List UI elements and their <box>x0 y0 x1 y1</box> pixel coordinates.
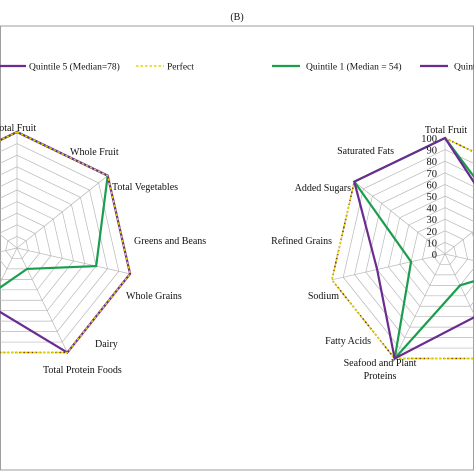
spoke-1 <box>16 175 108 249</box>
spoke-3 <box>444 253 474 316</box>
radial-tick-90: 90 <box>427 146 438 157</box>
spoke-3 <box>16 247 68 353</box>
radial-tick-30: 30 <box>427 215 438 226</box>
axis-label-6: Seafood and Plant Proteins <box>344 358 417 382</box>
legend-left: Quintile 5 (Median=78) Perfect <box>0 62 194 73</box>
grid-ring-80 <box>354 160 474 338</box>
legend-label-right-0: Quintile 1 (Median = 54) <box>306 62 402 73</box>
spoke-5 <box>331 253 446 281</box>
legend-label-right-1: Quintile 5 (Median=78) <box>454 62 474 73</box>
radial-tick-20: 20 <box>427 227 438 238</box>
panel-label: (B) <box>230 12 243 23</box>
axis-label-4: Sodium <box>308 291 339 302</box>
radial-tick-40: 40 <box>427 204 438 215</box>
series-quintile1 <box>0 130 109 289</box>
radial-tick-0: 0 <box>432 250 437 261</box>
grid-ring-50 <box>0 189 74 301</box>
axis-label-1: Saturated Fats <box>337 146 394 157</box>
axis-label-5: Dairy <box>95 339 118 350</box>
axis-label-1: Whole Fruit <box>70 147 119 158</box>
spoke-6 <box>0 233 18 249</box>
grid-ring-20 <box>422 230 468 276</box>
legend-right: Quintile 1 (Median = 54) Quintile 5 (Med… <box>272 62 474 73</box>
grid-ring-80 <box>0 154 108 332</box>
grid-ring-10 <box>433 242 457 265</box>
radial-tick-70: 70 <box>427 169 438 180</box>
series-quintile1 <box>352 136 474 363</box>
axis-label-6: Total Protein Foods <box>43 365 122 376</box>
radial-tick-60: 60 <box>427 180 438 191</box>
axis-label-2: Added Sugars <box>295 183 351 194</box>
axis-label-3: Greens and Beans <box>134 236 206 247</box>
spoke-5 <box>0 247 18 253</box>
radial-tick-10: 10 <box>427 238 438 249</box>
grid-ring-40 <box>0 201 63 291</box>
legend-label-left-1: Perfect <box>167 62 194 73</box>
radial-tick-100: 100 <box>421 134 437 145</box>
spoke-4 <box>0 247 18 285</box>
grid-ring-40 <box>399 207 474 297</box>
axis-label-5: Fatty Acids <box>325 336 371 347</box>
grid-ring-90 <box>0 143 120 343</box>
radial-tick-50: 50 <box>427 192 438 203</box>
grid-ring-30 <box>0 212 52 280</box>
axis-label-0: Total Fruit <box>0 123 36 134</box>
spoke-6 <box>354 181 446 255</box>
radial-tick-80: 80 <box>427 157 438 168</box>
axis-label-2: Total Vegetables <box>112 182 178 193</box>
grid-ring-60 <box>0 178 86 312</box>
spoke-2 <box>16 247 131 275</box>
grid-ring-20 <box>0 224 40 270</box>
series-quintile5 <box>353 136 474 361</box>
spoke-4 <box>394 253 446 359</box>
spoke-1 <box>444 230 474 255</box>
grid-ring-10 <box>5 236 29 259</box>
outer-boundary <box>0 131 131 354</box>
grid-ring-70 <box>365 172 474 328</box>
legend-label-left-0: Quintile 5 (Median=78) <box>29 62 120 73</box>
grid-ring-50 <box>388 195 474 307</box>
series-perfect <box>0 131 131 354</box>
axis-label-0: Total Fruit <box>425 125 468 136</box>
axis-label-4: Whole Grains <box>126 291 182 302</box>
axis-label-3: Refined Grains <box>271 236 332 247</box>
series-quintile5 <box>0 130 132 354</box>
radar-chart-left: Total Fruit Whole Fruit Total Vegetables Gr… <box>0 123 206 376</box>
spoke-2 <box>444 253 474 261</box>
grid-ring-60 <box>376 184 474 318</box>
series-perfect <box>331 137 474 360</box>
grid-ring-30 <box>410 218 474 286</box>
